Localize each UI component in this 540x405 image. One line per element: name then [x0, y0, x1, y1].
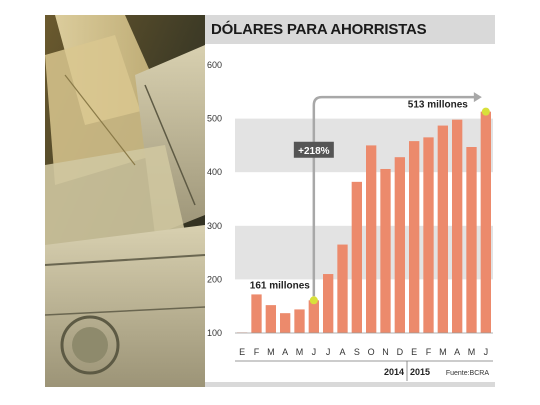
bar — [437, 125, 448, 334]
chart-panel: DÓLARES PARA AHORRISTAS 100 200 300 400 500 6… — [205, 15, 495, 387]
dollar-bills-photo — [45, 15, 205, 387]
bar — [294, 309, 305, 333]
bar — [452, 119, 463, 333]
bar — [251, 294, 262, 333]
bar — [351, 181, 362, 333]
bar — [380, 168, 391, 333]
title-bar: DÓLARES PARA AHORRISTAS — [205, 15, 495, 44]
change-label: +218% — [298, 146, 330, 157]
bar — [308, 300, 319, 333]
bar — [366, 145, 377, 333]
x-tick-label: S — [354, 347, 360, 357]
x-tick-label: E — [239, 347, 245, 357]
bottom-bar — [205, 382, 495, 387]
y-tick-label: 500 — [207, 114, 222, 124]
x-tick-label: D — [397, 347, 404, 357]
x-tick-label: J — [484, 347, 489, 357]
bar — [409, 141, 420, 333]
year-label: 2014 — [384, 367, 404, 377]
bar — [423, 137, 434, 333]
y-tick-label: 300 — [207, 221, 222, 231]
y-tick-label: 200 — [207, 274, 222, 284]
x-tick-label: A — [454, 347, 460, 357]
arrow-head — [473, 92, 482, 103]
growth-arrow — [312, 95, 476, 297]
x-tick-label: M — [439, 347, 447, 357]
x-tick-label: J — [312, 347, 317, 357]
chart-title: DÓLARES PARA AHORRISTAS — [211, 21, 427, 38]
x-tick-label: A — [282, 347, 288, 357]
bar — [337, 244, 348, 333]
x-tick-label: O — [368, 347, 375, 357]
x-tick-label: N — [382, 347, 389, 357]
x-tick-label: F — [426, 347, 432, 357]
x-tick-label: E — [411, 347, 417, 357]
bar — [394, 157, 405, 333]
bar — [280, 313, 291, 333]
bar-chart: 100 200 300 400 500 600 +218% 161 millones 513 … — [207, 60, 493, 381]
x-tick-label: M — [468, 347, 476, 357]
grid-band — [235, 118, 493, 173]
bar — [466, 147, 477, 333]
change-label-box — [293, 141, 334, 158]
x-tick-label: F — [254, 347, 260, 357]
x-tick-label: M — [267, 347, 275, 357]
x-tick-label: M — [296, 347, 304, 357]
bar — [480, 111, 491, 333]
bar — [323, 274, 334, 333]
bar — [265, 305, 276, 333]
x-tick-label: J — [326, 347, 331, 357]
y-tick-label: 400 — [207, 167, 222, 177]
end-marker — [481, 107, 490, 116]
source-note: Fuente:BCRA — [445, 370, 489, 377]
grid-band — [235, 225, 493, 280]
y-tick-label: 100 — [207, 328, 222, 338]
end-value-label: 513 millones — [408, 100, 468, 111]
start-value-label: 161 millones — [250, 280, 310, 291]
y-tick-label: 600 — [207, 60, 222, 70]
year-label: 2015 — [410, 367, 430, 377]
x-tick-label: A — [339, 347, 345, 357]
start-marker — [309, 296, 318, 305]
